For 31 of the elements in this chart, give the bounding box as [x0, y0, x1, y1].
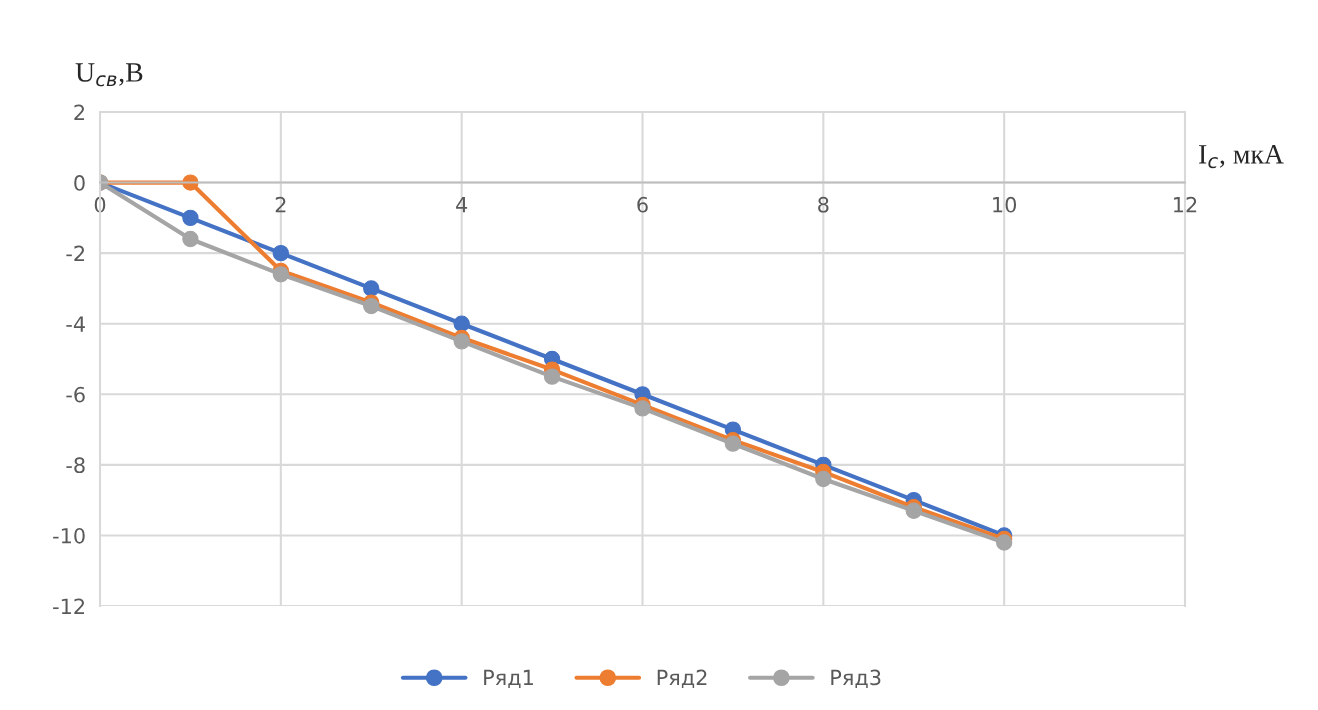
point	[272, 244, 289, 262]
point	[634, 400, 651, 417]
y-tick-label: -6	[66, 386, 85, 403]
x-tick-label: 12	[1174, 196, 1197, 213]
legend-label: Ряд1	[484, 669, 533, 688]
legend-label: Ряд2	[657, 669, 707, 688]
y-tick-label: -4	[66, 316, 85, 332]
point	[363, 297, 380, 315]
x-axis-title: I$_{с}$, мкА	[1199, 145, 1284, 169]
y-tick-label: 0	[74, 175, 85, 191]
point	[996, 534, 1013, 551]
point	[363, 280, 380, 297]
point	[543, 368, 561, 385]
y-tick-label: -12	[53, 598, 85, 614]
y-tick-label: -2	[66, 245, 85, 262]
point	[815, 470, 832, 488]
y-tick-label: 2	[74, 104, 85, 120]
y-axis-title: U$_{св}$,В	[75, 63, 143, 87]
x-tick-label: 6	[637, 196, 648, 213]
y-tick-label: -10	[53, 527, 85, 544]
point	[182, 209, 199, 227]
x-tick-label: 2	[275, 196, 286, 213]
point	[182, 230, 199, 248]
point	[453, 333, 470, 350]
y-tick-label: -8	[66, 457, 85, 474]
x-tick-label: 10	[993, 196, 1017, 213]
point	[453, 315, 470, 332]
legend-label: Ряд3	[831, 669, 881, 688]
x-tick-label: 4	[456, 197, 468, 213]
point	[272, 266, 289, 283]
x-tick-label: 8	[818, 196, 829, 213]
